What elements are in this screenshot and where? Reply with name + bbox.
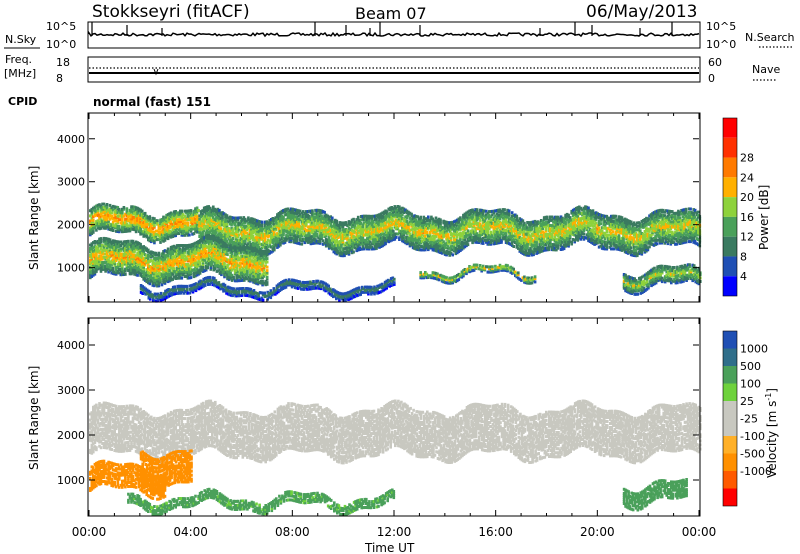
power-cell (261, 221, 264, 224)
power-cell (357, 216, 360, 219)
power-cell (126, 207, 129, 210)
freq-label-line2: [MHz] (4, 67, 36, 80)
power-cell (149, 215, 152, 218)
power-cell (187, 222, 190, 225)
power-cell (95, 229, 98, 232)
power-cell (612, 230, 615, 233)
power-cell (410, 213, 413, 216)
freq-label-line1: Freq. (5, 53, 32, 66)
power-cell (331, 217, 334, 220)
power-cell (406, 220, 409, 223)
power-cell (595, 222, 598, 225)
power-cell (479, 219, 482, 222)
power-cell (476, 208, 479, 211)
noise-sky-series (89, 33, 699, 36)
power-data (89, 203, 702, 303)
power-cell (508, 209, 511, 212)
power-cell (546, 216, 549, 219)
cpid-value: normal (fast) 151 (93, 95, 211, 109)
power-cell (301, 243, 304, 246)
power-cell (220, 227, 223, 230)
date-title: 06/May/2013 (586, 2, 698, 22)
power-cell (516, 215, 519, 218)
power-cell (336, 220, 339, 223)
power-cell (426, 231, 429, 234)
power-cell (352, 251, 355, 254)
power-cell (570, 241, 573, 244)
power-cell (106, 203, 109, 206)
station-title: Stokkseyri (fitACF) (92, 2, 250, 22)
noise-panel: N.Sky 10^5 10^0 10^5 10^0 N.Search (4, 20, 795, 51)
power-cell (316, 233, 319, 236)
power-cell (467, 229, 470, 232)
power-cell (190, 209, 193, 212)
cpid-label: CPID (8, 95, 37, 108)
power-cell (564, 221, 567, 224)
power-cell (618, 234, 621, 237)
power-cell (447, 233, 450, 236)
power-cell (587, 207, 590, 210)
power-cell (490, 231, 493, 234)
power-cell (188, 234, 191, 237)
power-cell (323, 211, 326, 214)
noise-right-label: N.Search (745, 31, 795, 44)
power-cell (392, 230, 395, 233)
noise-left-tick-top: 10^5 (46, 20, 76, 33)
power-cell (467, 243, 470, 246)
power-cell (311, 209, 314, 212)
freq-left-tick-bottom: 8 (56, 72, 63, 85)
power-cell (583, 233, 586, 236)
nave-label: Nave (752, 63, 780, 76)
power-cell (512, 245, 515, 248)
noise-left-label: N.Sky (5, 33, 37, 46)
power-cell (226, 223, 229, 226)
power-cell (197, 209, 200, 212)
power-cell (232, 237, 235, 240)
power-cell (112, 229, 115, 232)
power-cell (427, 216, 430, 219)
power-cell (144, 212, 147, 215)
power-cell (615, 215, 618, 218)
freq-right-tick-top: 60 (708, 56, 722, 69)
power-cell (345, 221, 348, 224)
power-cell (592, 209, 595, 212)
power-cell (409, 232, 412, 235)
power-cell (439, 218, 442, 221)
power-cell (639, 229, 642, 232)
freq-right-tick-bottom: 0 (708, 72, 715, 85)
noise-right-tick-top: 10^5 (706, 20, 736, 33)
power-cell (218, 209, 221, 212)
power-cell (630, 246, 633, 249)
power-cell (156, 219, 159, 222)
power-cell (390, 227, 393, 230)
power-cell (123, 206, 126, 209)
beam-title: Beam 07 (355, 4, 427, 23)
frequency-panel: Freq. [MHz] 18 8 60 0 Nave (4, 53, 780, 85)
freq-left-tick-top: 18 (56, 56, 70, 69)
power-cell (503, 208, 506, 211)
power-cell (451, 253, 454, 256)
power-cell (181, 210, 184, 213)
power-cell (419, 216, 422, 219)
power-cell (110, 211, 113, 214)
power-cell (599, 222, 602, 225)
power-cell (395, 236, 398, 239)
noise-left-tick-bottom: 10^0 (46, 38, 76, 51)
power-cell (141, 210, 144, 213)
power-cell (511, 211, 514, 214)
power-cell (92, 219, 95, 222)
power-cell (118, 225, 121, 228)
power-cell (352, 218, 355, 221)
noise-right-tick-bottom: 10^0 (706, 38, 736, 51)
